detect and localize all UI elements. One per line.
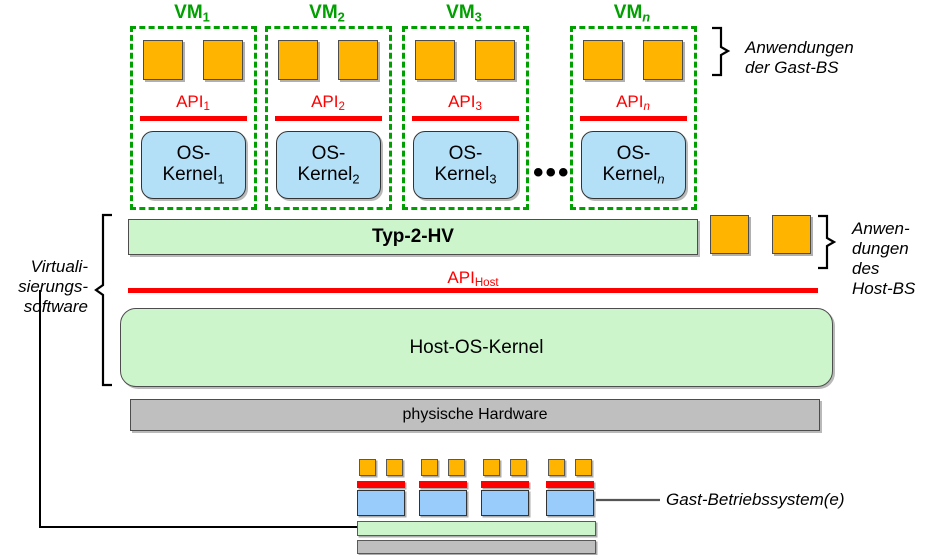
os-kernel-line2-n: Kernel bbox=[602, 164, 658, 186]
os-kernel-index-1: 1 bbox=[217, 171, 225, 187]
vm-title-base-n: VM bbox=[613, 2, 643, 23]
api-index-2: 2 bbox=[338, 101, 345, 114]
hypervisor-label: Typ-2-HV bbox=[372, 226, 454, 247]
mini-app-3-1 bbox=[483, 459, 500, 476]
mini-app-2-2 bbox=[448, 459, 465, 476]
mini-app-4-2 bbox=[575, 459, 592, 476]
brace-guest-apps bbox=[712, 26, 731, 77]
os-kernel-index-2: 2 bbox=[352, 171, 360, 187]
api-rule-2 bbox=[275, 116, 382, 121]
os-kernel-index-3: 3 bbox=[489, 171, 497, 187]
vm-title-3: VM3 bbox=[400, 2, 528, 25]
vm-title-base-1: VM bbox=[174, 2, 203, 23]
vm-ellipsis: ••• bbox=[533, 156, 571, 189]
mini-app-2-1 bbox=[421, 459, 438, 476]
api-host-label: APIHost bbox=[128, 268, 818, 289]
annotation-host-apps: Anwen- dungen des Host-BS bbox=[852, 219, 916, 299]
vm-group-n bbox=[570, 26, 697, 210]
api-host-base: API bbox=[447, 268, 475, 287]
vm-title-2: VM2 bbox=[263, 2, 391, 25]
api-host-rule bbox=[128, 288, 818, 293]
vm-group-2 bbox=[265, 26, 392, 210]
brace-host-apps bbox=[818, 214, 837, 270]
api-base-3: API bbox=[448, 92, 476, 111]
annotation-guest-os: Gast-Betriebssystem(e) bbox=[666, 490, 845, 509]
vm-title-n: VMn bbox=[568, 2, 696, 25]
api-index-1: 1 bbox=[203, 101, 210, 114]
host-app-box-1 bbox=[710, 215, 749, 254]
vm-title-base-2: VM bbox=[309, 2, 338, 23]
mini-app-3-2 bbox=[510, 459, 527, 476]
vm-group-1 bbox=[130, 26, 257, 210]
api-rule-1 bbox=[140, 116, 247, 121]
vm-title-base-3: VM bbox=[446, 2, 475, 23]
os-kernel-box-1: OS- Kernel1 bbox=[141, 131, 246, 199]
vm-app-box-n-2 bbox=[643, 40, 683, 80]
api-rule-n bbox=[580, 116, 687, 121]
vm-title-1: VM1 bbox=[128, 2, 256, 25]
vm-title-index-1: 1 bbox=[202, 9, 210, 25]
mini-app-1-2 bbox=[386, 459, 403, 476]
mini-api-rule-4 bbox=[546, 481, 594, 488]
vm-app-box-2-2 bbox=[338, 40, 378, 80]
api-index-3: 3 bbox=[475, 101, 482, 114]
api-label-2: API2 bbox=[278, 92, 378, 113]
vm-app-box-1-1 bbox=[143, 40, 183, 80]
vm-app-box-2-1 bbox=[278, 40, 318, 80]
vm-app-box-n-1 bbox=[583, 40, 623, 80]
api-rule-3 bbox=[412, 116, 519, 121]
api-base-n: API bbox=[616, 92, 644, 111]
os-kernel-line1-3: OS- bbox=[448, 142, 483, 164]
os-kernel-line1-2: OS- bbox=[311, 142, 346, 164]
api-index-n: n bbox=[643, 101, 650, 114]
annotation-virtualization-software: Virtuali- sierungs- software bbox=[18, 257, 88, 317]
os-kernel-box-n: OS- Kerneln bbox=[581, 131, 686, 199]
api-label-1: API1 bbox=[143, 92, 243, 113]
mini-hardware-bar bbox=[357, 540, 596, 554]
vm-app-box-1-2 bbox=[203, 40, 243, 80]
vm-group-3 bbox=[402, 26, 529, 210]
physical-hardware-bar: physische Hardware bbox=[130, 399, 820, 431]
os-kernel-index-n: n bbox=[657, 171, 665, 187]
api-host-index: Host bbox=[474, 277, 499, 290]
mini-api-rule-3 bbox=[481, 481, 529, 488]
os-kernel-line2-2: Kernel bbox=[297, 164, 353, 186]
vm-app-box-3-1 bbox=[415, 40, 455, 80]
annotation-guest-apps: Anwendungen der Gast-BS bbox=[745, 38, 854, 78]
mini-kernel-1 bbox=[357, 490, 405, 516]
mini-kernel-2 bbox=[419, 490, 467, 516]
physical-hardware-label: physische Hardware bbox=[402, 406, 548, 423]
vm-title-index-3: 3 bbox=[474, 9, 482, 25]
api-label-n: APIn bbox=[583, 92, 683, 113]
hypervisor-bar: Typ-2-HV bbox=[128, 219, 698, 255]
mini-kernel-3 bbox=[481, 490, 529, 516]
api-base-2: API bbox=[311, 92, 339, 111]
vm-title-index-n: n bbox=[642, 9, 651, 25]
mini-api-rule-2 bbox=[419, 481, 467, 488]
host-os-kernel-label: Host-OS-Kernel bbox=[409, 336, 544, 358]
api-base-1: API bbox=[176, 92, 204, 111]
mini-api-rule-1 bbox=[357, 481, 405, 488]
api-label-3: API3 bbox=[415, 92, 515, 113]
os-kernel-line2-1: Kernel bbox=[162, 164, 218, 186]
mini-app-1-1 bbox=[359, 459, 376, 476]
os-kernel-box-2: OS- Kernel2 bbox=[276, 131, 381, 199]
mini-hypervisor-bar bbox=[357, 521, 596, 536]
vm-title-index-2: 2 bbox=[337, 9, 345, 25]
os-kernel-line2-3: Kernel bbox=[434, 164, 490, 186]
os-kernel-line1-n: OS- bbox=[616, 142, 651, 164]
os-kernel-box-3: OS- Kernel3 bbox=[413, 131, 518, 199]
host-os-kernel-bar: Host-OS-Kernel bbox=[120, 308, 833, 387]
brace-virtualization-software bbox=[94, 213, 112, 387]
mini-kernel-4 bbox=[546, 490, 594, 516]
vm-app-box-3-2 bbox=[475, 40, 515, 80]
os-kernel-line1-1: OS- bbox=[176, 142, 211, 164]
host-app-box-2 bbox=[772, 215, 811, 254]
mini-app-4-1 bbox=[548, 459, 565, 476]
